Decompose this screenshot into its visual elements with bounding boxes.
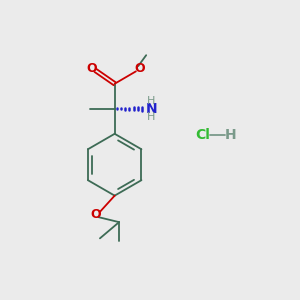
Text: H: H [146, 95, 155, 106]
Text: O: O [86, 61, 97, 75]
Text: O: O [134, 62, 145, 75]
Text: H: H [225, 128, 237, 142]
Text: O: O [91, 208, 101, 221]
Text: Cl: Cl [196, 128, 210, 142]
Text: H: H [146, 112, 155, 122]
Text: N: N [146, 102, 157, 116]
